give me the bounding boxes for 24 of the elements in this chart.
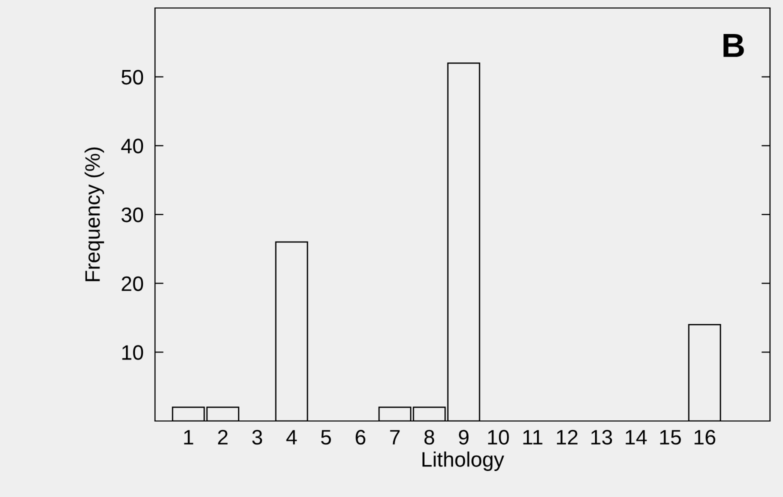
- x-tick-label: 12: [556, 430, 578, 444]
- x-tick-label: 1: [184, 430, 194, 444]
- text: B: [724, 34, 744, 57]
- x-tick-label: 6: [356, 430, 366, 445]
- y-tick-label: 10: [122, 345, 144, 360]
- x-tick-label: 13: [591, 430, 612, 445]
- x-tick-label: 16: [694, 430, 716, 445]
- x-tick-label: 8: [424, 430, 434, 445]
- x-tick-label: 3: [252, 430, 262, 445]
- x-tick-label: 14: [626, 430, 647, 444]
- x-tick-label: 10: [488, 430, 509, 445]
- x-tick-label: 5: [321, 430, 331, 445]
- y-tick-label: 20: [122, 276, 144, 292]
- x-tick-label: 7: [390, 430, 400, 444]
- x-axis-title: Lithology: [422, 452, 504, 471]
- x-tick-label: 9: [458, 430, 469, 445]
- y-tick-label: 40: [121, 138, 144, 154]
- y-tick-label: 30: [122, 208, 144, 222]
- x-tick-label: 15: [660, 430, 681, 445]
- x-tick-label: 2: [218, 430, 228, 444]
- y-tick-label: 50: [122, 70, 144, 85]
- y-axis-title: Frequency (%): [84, 147, 104, 282]
- x-tick-label: 4: [286, 430, 297, 444]
- x-tick-label: 11: [523, 430, 542, 444]
